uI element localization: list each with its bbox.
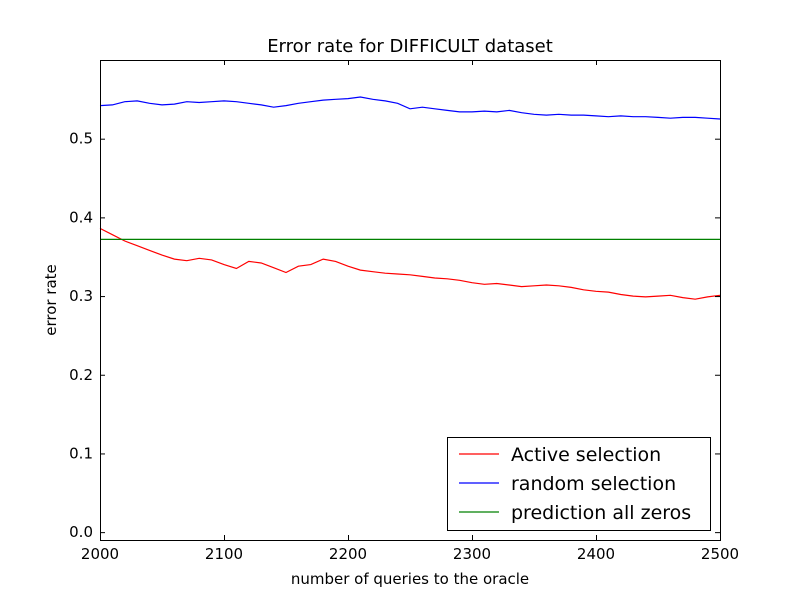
y-tick-label: 0.1 <box>69 444 93 462</box>
legend: Active selection random selection predicti… <box>447 437 711 531</box>
x-tick-label: 2400 <box>577 545 615 563</box>
x-tick-label: 2300 <box>453 545 491 563</box>
plot-frame <box>100 60 721 541</box>
series-line-2 <box>99 96 721 120</box>
series-line-1 <box>99 227 721 300</box>
y-axis-label: error rate <box>42 264 60 336</box>
plot-area <box>99 96 721 300</box>
x-tick-label: 2200 <box>329 545 367 563</box>
y-tick-label: 0.5 <box>69 130 93 148</box>
y-tick-label: 0.2 <box>69 366 93 384</box>
legend-entry-label: random selection <box>511 473 676 495</box>
y-axis: 0.0 0.1 0.2 0.3 0.4 0.5 <box>69 130 720 541</box>
legend-entry-label: Active selection <box>511 444 661 466</box>
y-tick-label: 0.3 <box>69 287 93 305</box>
x-tick-label: 2000 <box>81 545 119 563</box>
legend-box <box>447 437 711 531</box>
y-tick-label: 0.0 <box>69 523 93 541</box>
x-tick-label: 2100 <box>205 545 243 563</box>
legend-entry-label: prediction all zeros <box>511 502 691 524</box>
x-axis: 2000 2100 2200 2300 2400 2500 <box>81 60 739 563</box>
chart-title: Error rate for DIFFICULT dataset <box>267 36 553 57</box>
x-axis-label: number of queries to the oracle <box>291 570 529 588</box>
y-tick-label: 0.4 <box>69 208 93 226</box>
x-tick-label: 2500 <box>701 545 739 563</box>
